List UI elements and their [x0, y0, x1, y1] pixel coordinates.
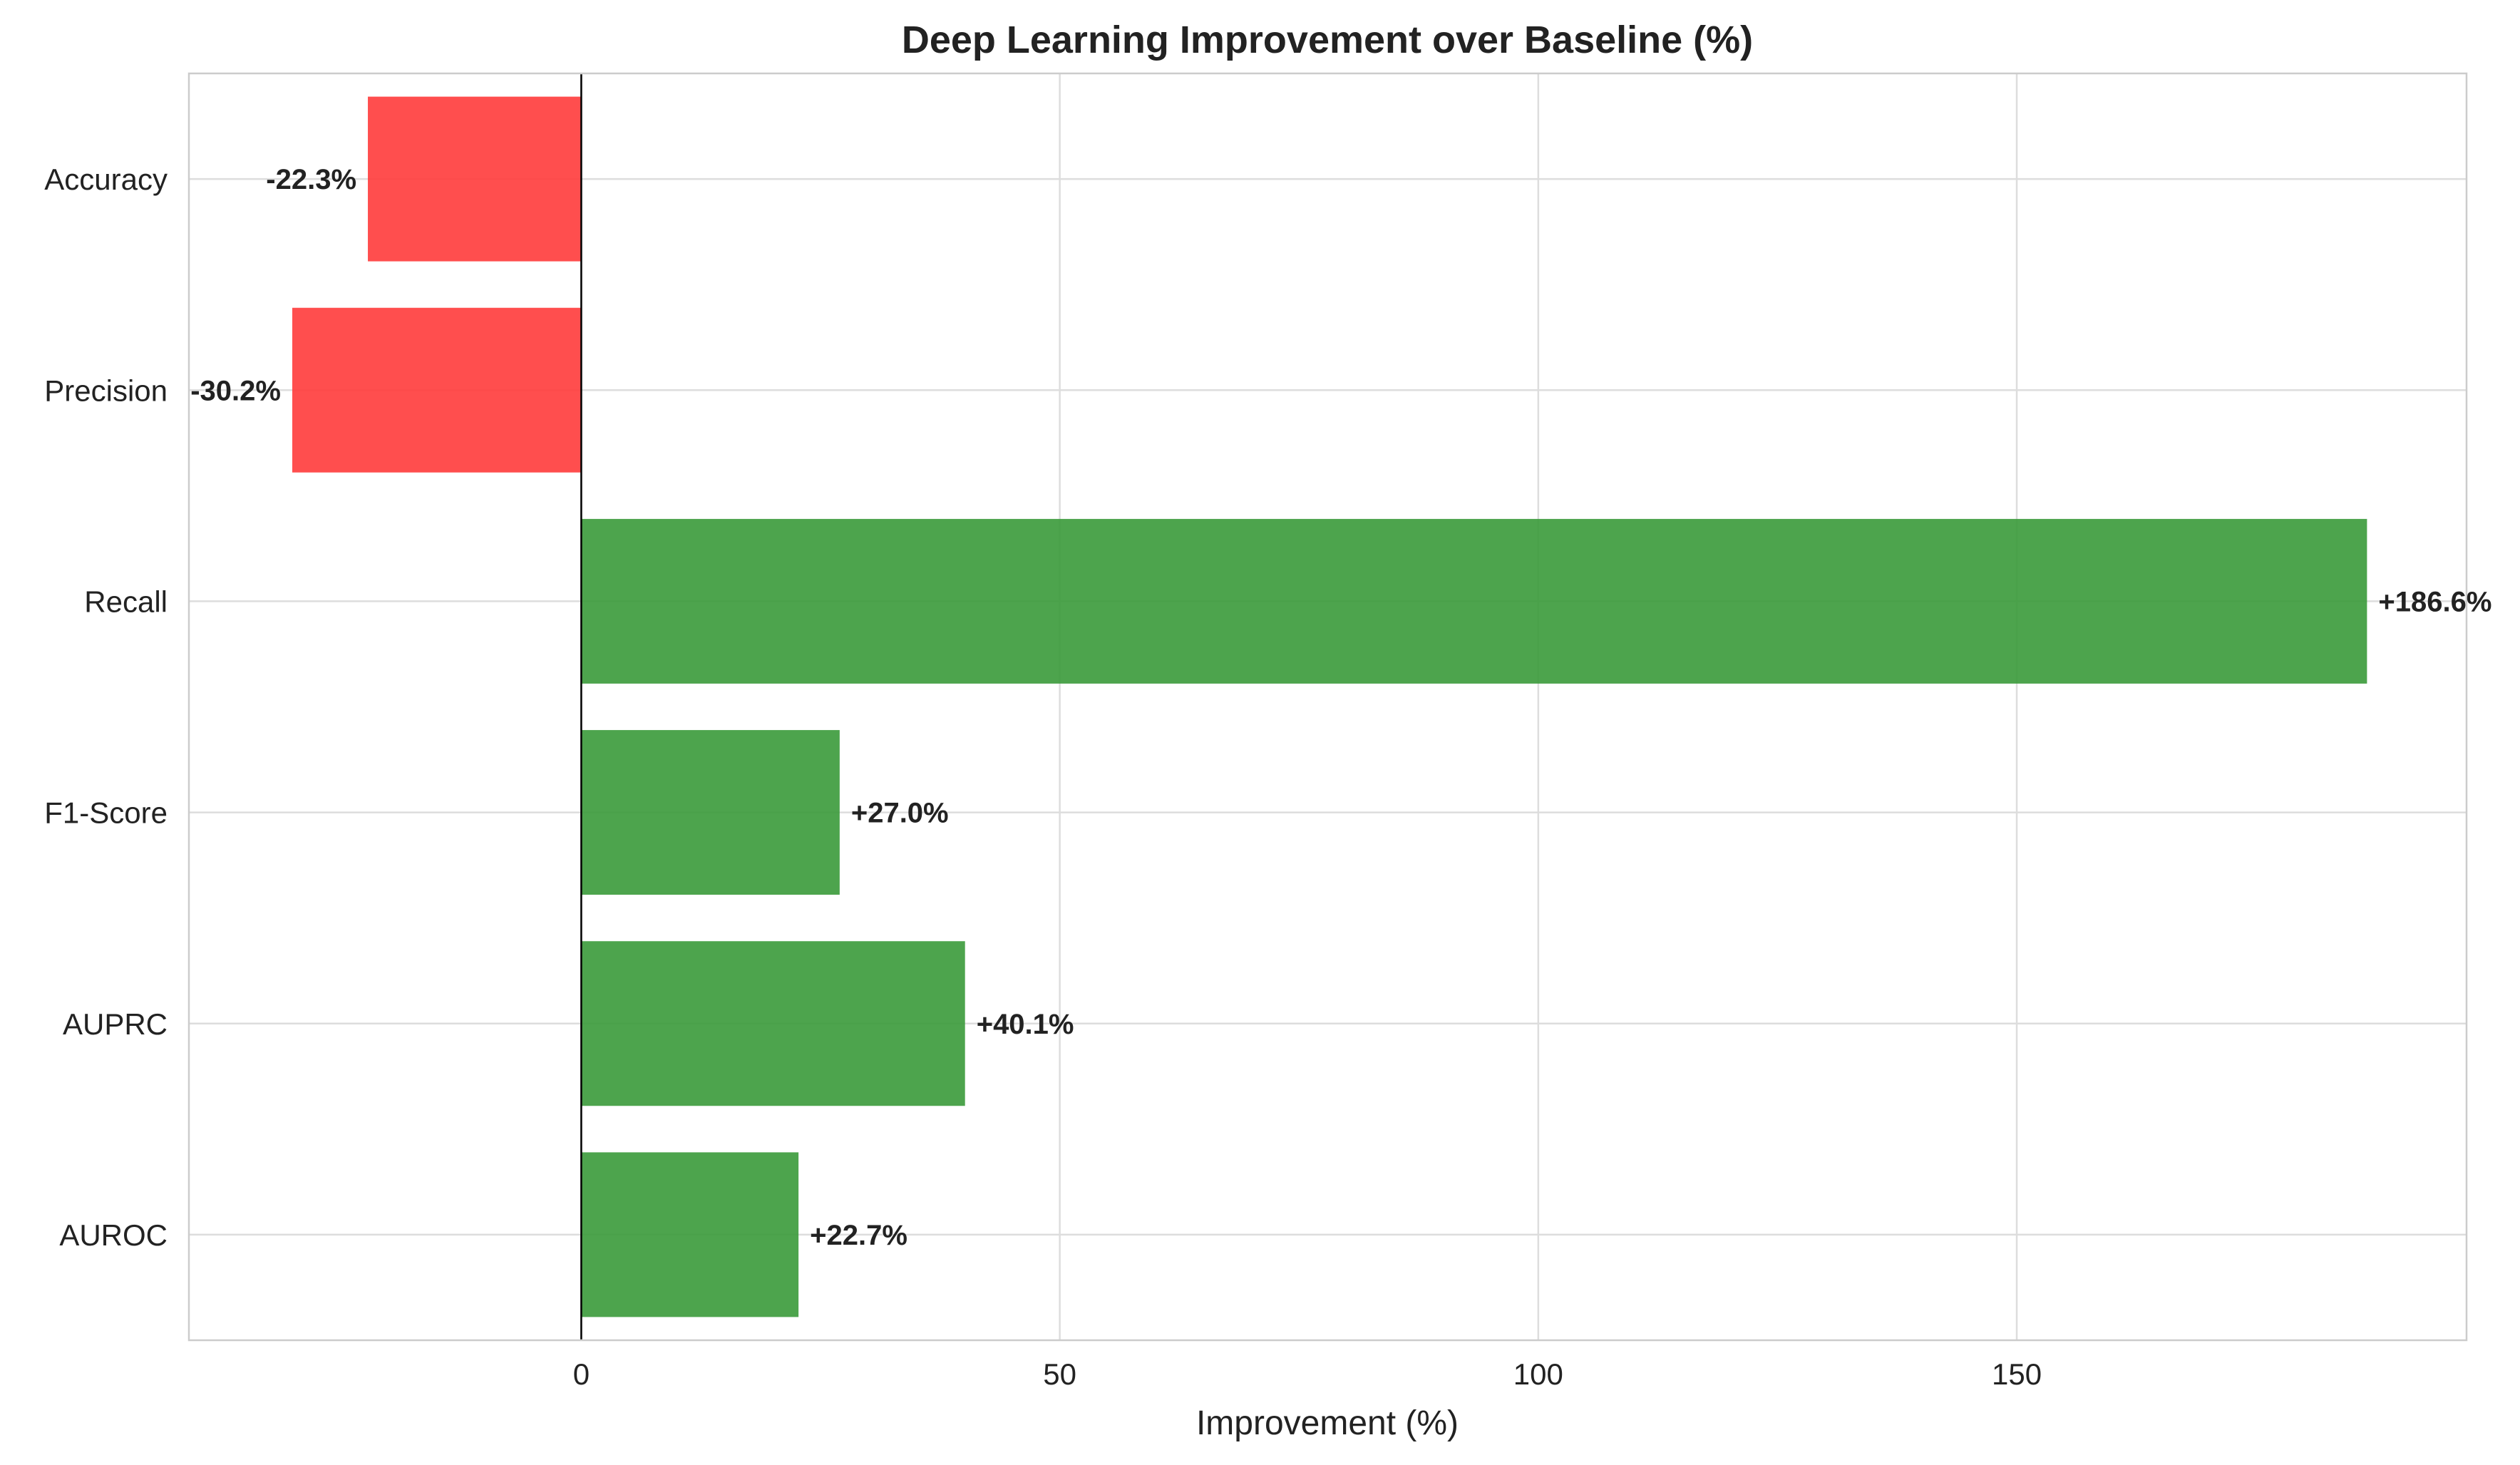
x-tick-label: 0: [573, 1357, 590, 1391]
x-tick-label: 100: [1513, 1357, 1563, 1391]
y-tick-label: Accuracy: [44, 163, 168, 196]
y-tick-label: AUPRC: [63, 1007, 168, 1041]
data-label: -30.2%: [190, 375, 281, 406]
y-tick-label: F1-Score: [44, 796, 168, 830]
tick-layer: 0 50 100 150 Accuracy Precision Recall F1-Score…: [44, 163, 2042, 1391]
x-tick-label: 150: [1992, 1357, 2042, 1391]
x-axis-label: Improvement (%): [1196, 1404, 1459, 1442]
chart-title: Deep Learning Improvement over Baseline …: [902, 19, 1753, 61]
data-label: -22.3%: [266, 164, 356, 195]
y-tick-label: Recall: [84, 585, 168, 618]
y-tick-label: AUROC: [59, 1218, 168, 1252]
bar-layer: [292, 96, 2367, 1317]
data-label: +22.7%: [810, 1220, 907, 1251]
y-tick-label: Precision: [44, 374, 168, 407]
x-tick-label: 50: [1043, 1357, 1076, 1391]
plot-frame: [187, 72, 2468, 1342]
bar-recall: [581, 518, 2367, 684]
bar-f1-score: [581, 730, 840, 895]
frame-layer: [187, 72, 2468, 1342]
data-label: +186.6%: [2378, 586, 2491, 617]
bar-auprc: [581, 941, 965, 1106]
label-layer: -22.3% -30.2% +186.6% +27.0% +40.1% +22.7%: [190, 164, 2491, 1251]
bar-accuracy: [368, 96, 582, 262]
bar-auroc: [581, 1152, 799, 1317]
data-label: +27.0%: [851, 798, 949, 829]
bar-precision: [292, 307, 582, 473]
data-label: +40.1%: [977, 1009, 1074, 1040]
